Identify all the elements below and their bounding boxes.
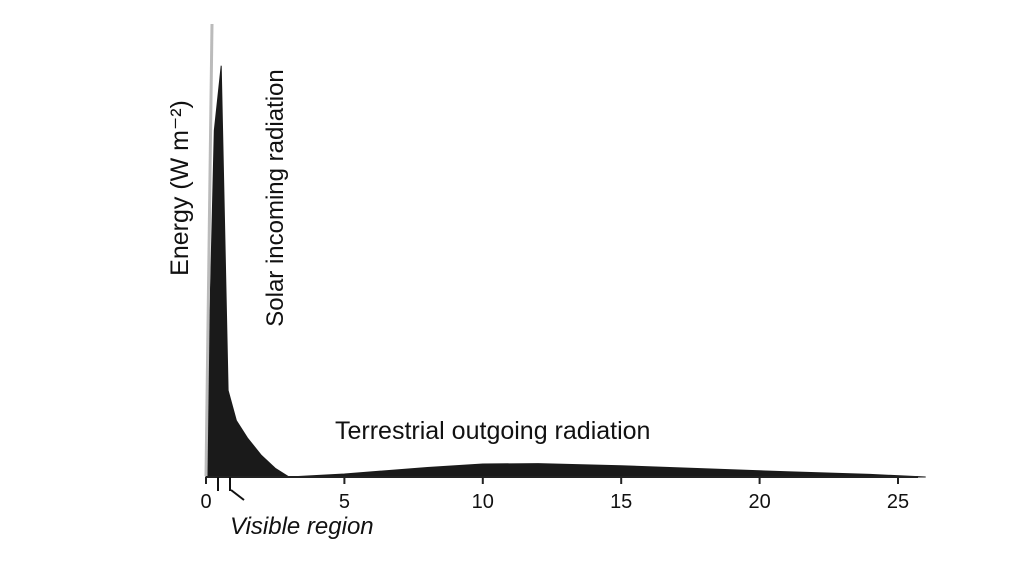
y-axis-line	[204, 23, 214, 477]
visible-region-label: Visible region	[230, 513, 374, 540]
series-area-solar	[205, 65, 291, 478]
x-tick-label: 10	[472, 491, 494, 513]
series-area-terrestrial	[288, 463, 926, 478]
x-tick-label: 15	[610, 491, 632, 513]
x-tick-label: 20	[748, 491, 770, 513]
y-axis-label: Energy (W m⁻²)	[166, 100, 194, 276]
x-tick-label: 0	[200, 491, 211, 513]
x-tick-label: 25	[887, 491, 909, 513]
series-label-solar: Solar incoming radiation	[262, 69, 289, 326]
tick-layer: 0 5 10 15 20 25	[200, 477, 909, 513]
x-tick-label: 5	[339, 491, 350, 513]
series-label-terrestrial: Terrestrial outgoing radiation	[335, 417, 650, 445]
visible-region-pointer	[230, 489, 245, 501]
series-layer	[205, 65, 926, 478]
